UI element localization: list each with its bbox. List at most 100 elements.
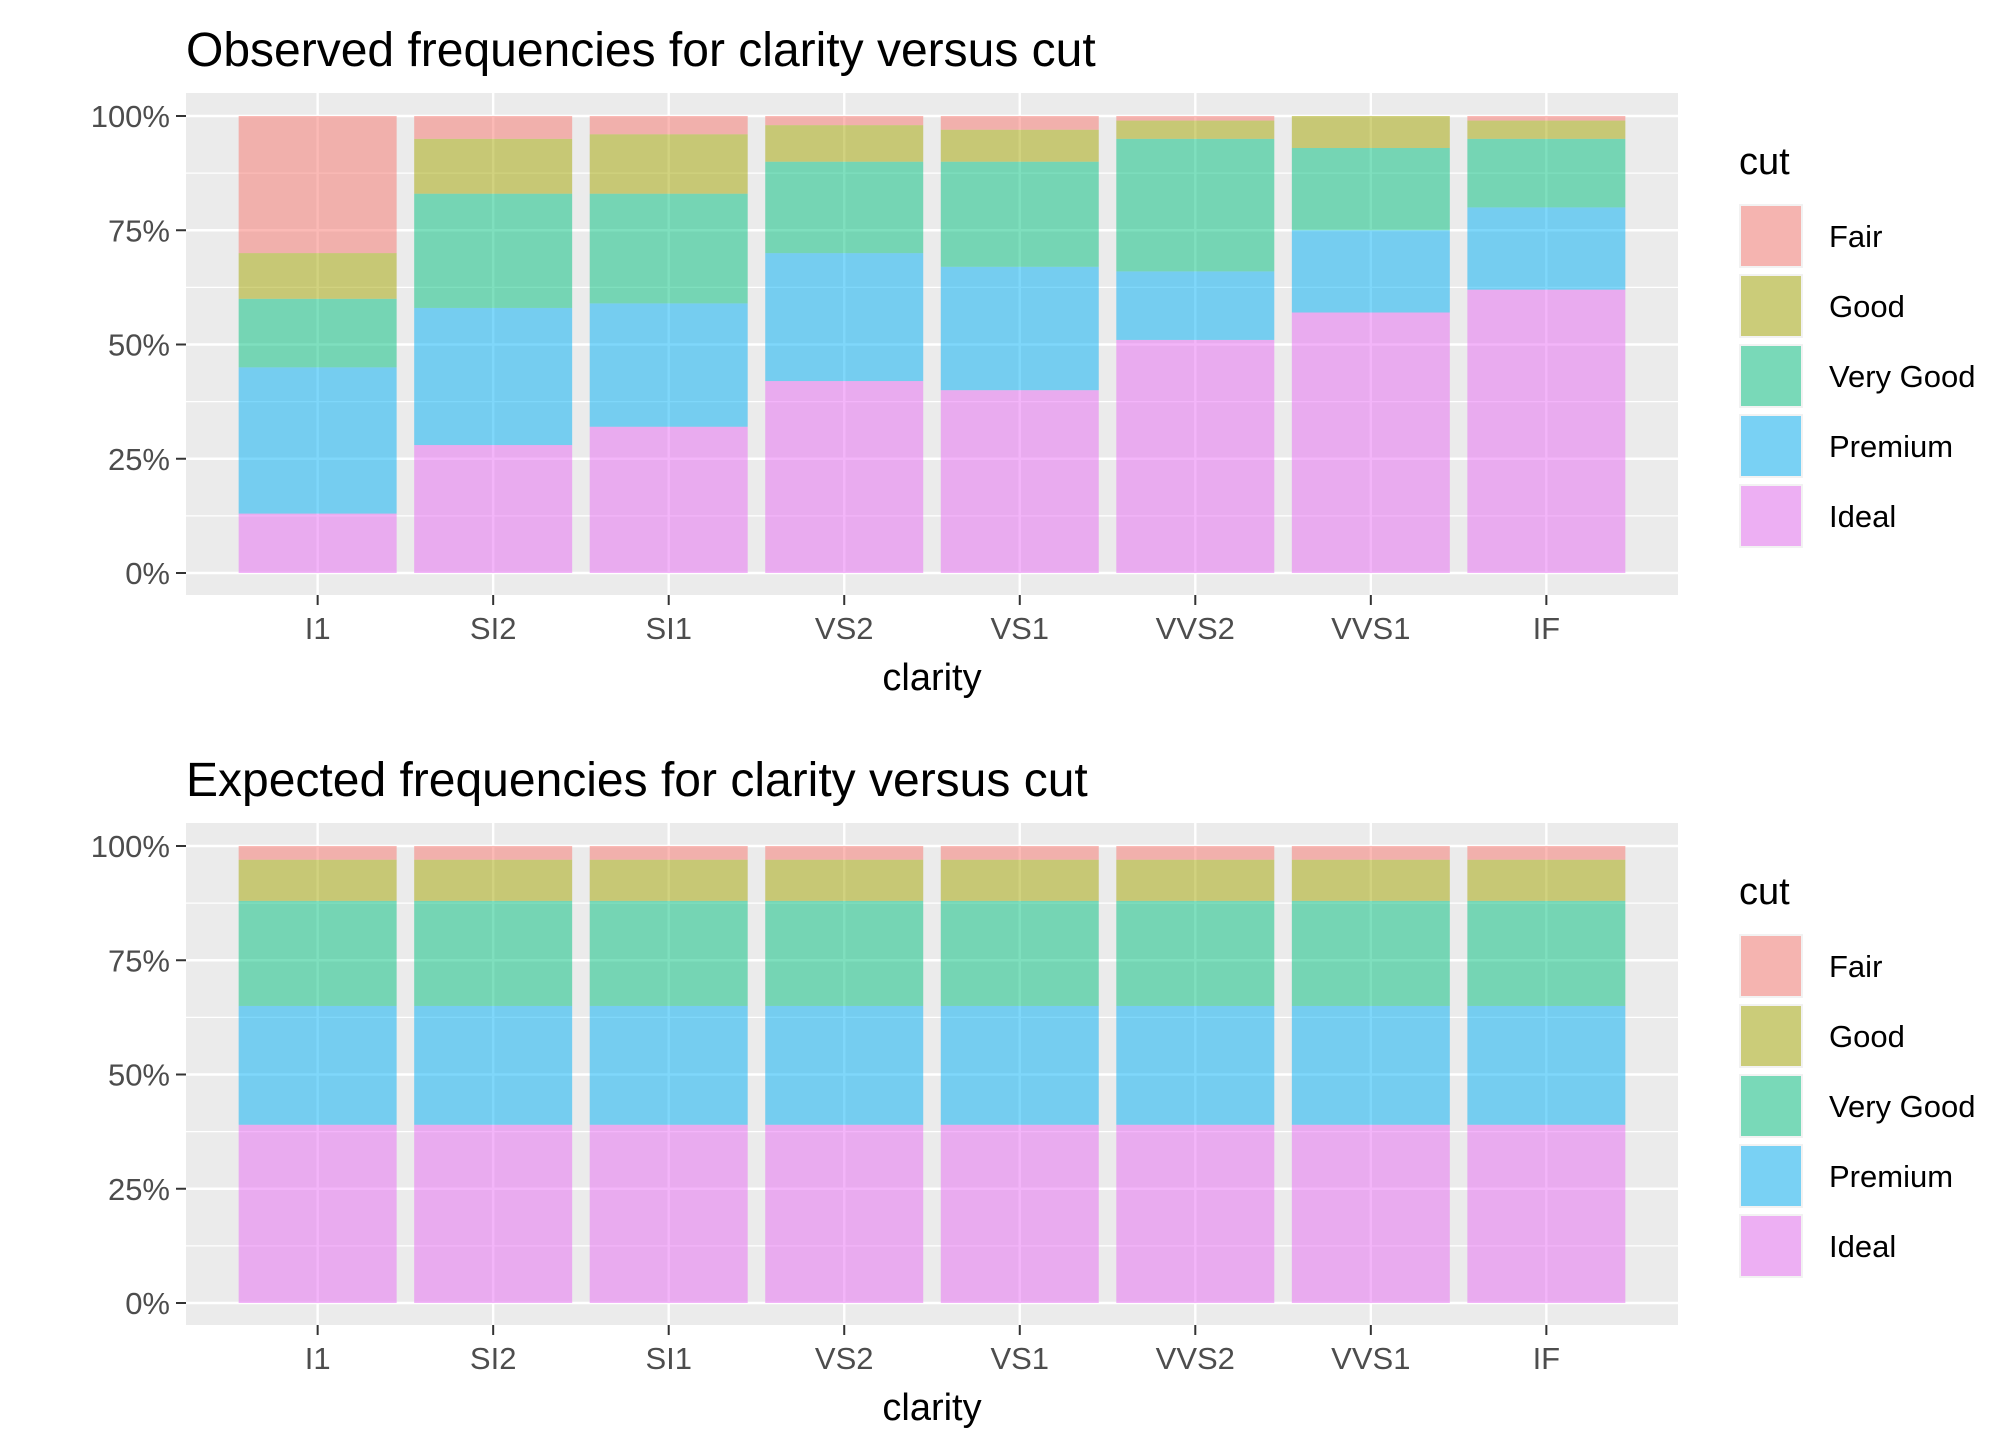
legend-key-good [1741,1006,1801,1066]
y-tick-label: 100% [91,99,170,134]
legend-label: Good [1829,1019,1905,1054]
legend-label: Ideal [1829,499,1896,534]
bar-fair-if [1467,116,1626,121]
legend-label: Good [1829,289,1905,324]
legend-label: Very Good [1829,1089,1975,1124]
x-tick-label: VS1 [990,1341,1049,1376]
bar-premium-vs1 [940,266,1099,391]
chart-title: Expected frequencies for clarity versus … [186,754,1088,807]
legend-key-fair [1741,206,1801,266]
y-tick-label: 75% [108,213,170,248]
bar-fair-vs1 [940,846,1099,860]
bar-very-good-si1 [589,900,748,1006]
bar-ideal-vs2 [765,1124,924,1303]
bar-premium-si1 [589,303,748,427]
chart-panel-2: Expected frequencies for clarity versus … [91,754,1976,1429]
bar-premium-vvs2 [1116,1005,1275,1125]
x-tick-label: SI2 [470,1341,517,1376]
bar-premium-vs1 [940,1005,1099,1125]
y-tick-label: 0% [125,556,170,591]
bar-very-good-si2 [414,900,573,1006]
legend-key-fair [1741,936,1801,996]
bar-premium-if [1467,207,1626,290]
bar-very-good-i1 [238,298,397,368]
bar-very-good-vs2 [765,900,924,1006]
bar-fair-vs2 [765,846,924,860]
legend-label: Very Good [1829,359,1975,394]
bar-premium-vvs1 [1291,1005,1450,1125]
bar-good-vs2 [765,125,924,162]
legend-title: cut [1739,871,1790,913]
bar-fair-vs2 [765,116,924,126]
bar-ideal-si1 [589,1124,748,1303]
bar-fair-vs1 [940,116,1099,130]
bar-premium-vs2 [765,253,924,382]
bar-fair-i1 [238,846,397,860]
legend-label: Fair [1829,219,1882,254]
bar-ideal-si1 [589,426,748,573]
legend-key-ideal [1741,486,1801,546]
bar-premium-vvs1 [1291,230,1450,313]
bar-fair-si2 [414,846,573,860]
x-tick-label: VVS1 [1331,1341,1410,1376]
bar-good-si1 [589,134,748,194]
legend-title: cut [1739,141,1790,183]
bar-very-good-vs2 [765,161,924,254]
bar-premium-i1 [238,367,397,514]
legend-label: Premium [1829,429,1953,464]
bar-fair-vvs1 [1291,846,1450,860]
bar-good-vvs1 [1291,859,1450,901]
bar-ideal-i1 [238,513,397,573]
bar-fair-si1 [589,846,748,860]
x-axis-title: clarity [882,1387,981,1429]
bar-premium-si1 [589,1005,748,1125]
bar-good-si2 [414,138,573,194]
bar-ideal-si2 [414,1124,573,1303]
bar-good-si2 [414,859,573,901]
x-tick-label: I1 [305,1341,331,1376]
bar-premium-i1 [238,1005,397,1125]
bar-good-i1 [238,253,397,299]
bar-fair-if [1467,846,1626,860]
y-tick-label: 25% [108,1172,170,1207]
legend-label: Premium [1829,1159,1953,1194]
chart-panel-1: Observed frequencies for clarity versus … [91,24,1976,699]
x-tick-label: VS1 [990,611,1049,646]
bar-ideal-i1 [238,1124,397,1303]
bar-good-vs1 [940,129,1099,162]
bar-ideal-if [1467,289,1626,573]
legend-label: Ideal [1829,1229,1896,1264]
bar-premium-vvs2 [1116,271,1275,340]
y-tick-label: 50% [108,328,170,363]
y-tick-label: 25% [108,442,170,477]
bar-ideal-vs2 [765,381,924,573]
x-tick-label: VVS2 [1156,1341,1235,1376]
bar-very-good-i1 [238,900,397,1006]
legend-key-premium [1741,1146,1801,1206]
bar-premium-si2 [414,307,573,446]
legend-key-ideal [1741,1216,1801,1276]
bar-ideal-vvs2 [1116,1124,1275,1303]
bar-very-good-vvs1 [1291,900,1450,1006]
y-tick-label: 100% [91,829,170,864]
bar-ideal-vvs1 [1291,312,1450,573]
bar-fair-si2 [414,116,573,139]
x-tick-label: VVS1 [1331,611,1410,646]
bar-good-vs1 [940,859,1099,901]
bar-fair-vvs2 [1116,116,1275,121]
legend: cut Fair Good Very Good Premium Ideal [1739,141,1975,548]
x-tick-label: SI1 [645,1341,692,1376]
bar-good-vs2 [765,859,924,901]
bar-ideal-vvs1 [1291,1124,1450,1303]
y-tick-label: 75% [108,943,170,978]
x-tick-label: VVS2 [1156,611,1235,646]
bar-fair-vvs2 [1116,846,1275,860]
bar-ideal-vs1 [940,1124,1099,1303]
legend: cut Fair Good Very Good Premium Ideal [1739,871,1975,1278]
bar-good-si1 [589,859,748,901]
bar-good-i1 [238,859,397,901]
bar-good-vvs2 [1116,859,1275,901]
bar-good-if [1467,859,1626,901]
